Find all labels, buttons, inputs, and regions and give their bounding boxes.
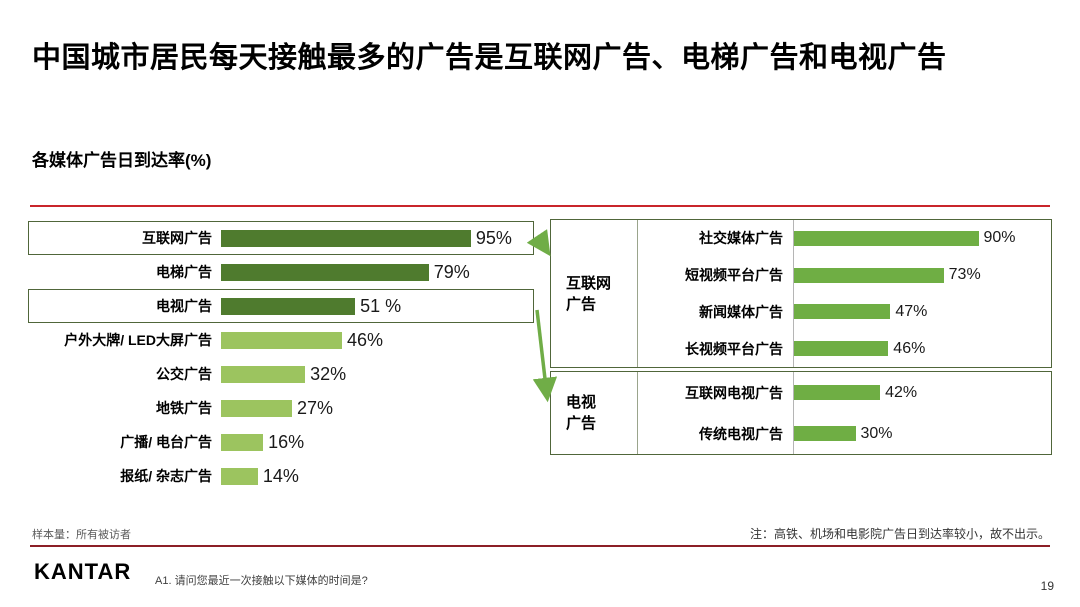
bar-row-long-video-ads: 长视频平台广告 46%: [638, 330, 1051, 367]
category-label: 电视广告: [156, 298, 212, 314]
breakdown-panel: 互联网 广告 社交媒体广告 90% 短视频平台广告 73%: [550, 219, 1052, 455]
bar-row-short-video-ads: 短视频平台广告 73%: [638, 256, 1051, 294]
sample-footnote: 样本量：所有被访者: [32, 529, 131, 541]
bar-track: 46%: [793, 330, 1051, 367]
bar-track: 47%: [793, 293, 1051, 331]
category-label: 长视频平台广告: [685, 340, 783, 357]
value-label: 30%: [860, 424, 893, 442]
value-label: 73%: [948, 266, 981, 284]
bar-row-outdoor-led-ads: 户外大牌/ LED大屏广告 46%: [28, 323, 534, 357]
bar-track: 79%: [221, 262, 533, 283]
category-label: 新闻媒体广告: [699, 303, 783, 320]
group-label-line: 广告: [566, 295, 597, 313]
bar-track: 16%: [221, 432, 533, 453]
value-label: 42%: [885, 383, 918, 401]
bar-row-bus-ads: 公交广告 32%: [28, 357, 534, 391]
value-label: 32%: [310, 363, 347, 384]
bar-track: 27%: [221, 398, 533, 419]
arrow-internet-icon: [526, 229, 551, 257]
group-label-line: 电视: [566, 394, 597, 411]
bar-track: 51 %: [221, 296, 533, 317]
internet-ads-group-box: 互联网 广告 社交媒体广告 90% 短视频平台广告 73%: [550, 219, 1052, 368]
bar-track: 42%: [793, 372, 1051, 413]
bar: [221, 331, 342, 349]
group-label-tv: 电视 广告: [551, 372, 637, 454]
bar: [221, 433, 264, 451]
group-divider: [637, 220, 638, 367]
survey-question-footnote: A1. 请问您最近一次接触以下媒体的时间是?: [155, 575, 368, 587]
media-reach-bar-chart: 互联网广告 95% 电梯广告 79% 电视广告 51 % 户外大牌/ LED大屏…: [28, 221, 534, 493]
page-number: 19: [1040, 579, 1054, 593]
bar-track: 95%: [221, 228, 533, 249]
bar: [221, 229, 471, 247]
bar: [794, 341, 889, 357]
value-label: 46%: [346, 329, 383, 350]
category-label: 地铁广告: [156, 400, 212, 416]
bar: [221, 365, 306, 383]
group-label-line: 广告: [566, 415, 597, 432]
category-label: 互联网电视广告: [685, 384, 783, 401]
category-label: 短视频平台广告: [685, 267, 783, 284]
arrow-tv-icon: [532, 309, 558, 403]
group-rows: 社交媒体广告 90% 短视频平台广告 73% 新闻媒体广告: [638, 220, 1051, 367]
bar: [221, 297, 356, 315]
group-label-internet: 互联网 广告: [551, 220, 637, 367]
kantar-logo: KANTAR: [34, 559, 132, 584]
bar: [794, 426, 856, 441]
tv-ads-group-box: 电视 广告 互联网电视广告 42% 传统电视广告 30%: [550, 371, 1052, 455]
bottom-divider-line: [30, 545, 1050, 547]
category-label: 报纸/ 杂志广告: [120, 468, 212, 484]
bar-row-news-media-ads: 新闻媒体广告 47%: [638, 293, 1051, 331]
value-label: 95%: [475, 227, 512, 248]
group-divider: [637, 372, 638, 454]
category-label: 公交广告: [156, 366, 212, 382]
category-label: 户外大牌/ LED大屏广告: [64, 332, 212, 348]
category-label: 传统电视广告: [699, 425, 783, 442]
bar-row-radio-ads: 广播/ 电台广告 16%: [28, 425, 534, 459]
bar-track: 30%: [793, 413, 1051, 454]
group-rows: 互联网电视广告 42% 传统电视广告 30%: [638, 372, 1051, 454]
bar: [221, 467, 258, 485]
bar-track: 46%: [221, 330, 533, 351]
bar: [794, 230, 979, 246]
bar-track: 73%: [793, 256, 1051, 294]
chart-subtitle: 各媒体广告日到达率(%): [32, 151, 212, 170]
value-label: 51 %: [360, 295, 402, 316]
value-label: 46%: [893, 339, 926, 357]
value-label: 27%: [297, 397, 334, 418]
value-label: 47%: [895, 302, 928, 320]
top-divider-line: [30, 205, 1050, 207]
bar-track: 90%: [793, 220, 1051, 257]
exclusion-footnote: 注：高铁、机场和电影院广告日到达率较小，故不出示。: [749, 527, 1050, 541]
bar-row-traditional-tv-ads: 传统电视广告 30%: [638, 413, 1051, 454]
value-label: 90%: [983, 229, 1016, 247]
value-label: 79%: [433, 261, 470, 282]
bar: [221, 263, 429, 281]
value-label: 16%: [268, 431, 305, 452]
category-label: 电梯广告: [156, 264, 212, 280]
page-title: 中国城市居民每天接触最多的广告是互联网广告、电梯广告和电视广告: [32, 42, 947, 74]
group-label-line: 互联网: [566, 274, 612, 292]
bar-row-elevator-ads: 电梯广告 79%: [28, 255, 534, 289]
bar-track: 32%: [221, 364, 533, 385]
bar-row-internet-ads: 互联网广告 95%: [28, 221, 534, 255]
bar-row-newspaper-ads: 报纸/ 杂志广告 14%: [28, 459, 534, 493]
bar-row-subway-ads: 地铁广告 27%: [28, 391, 534, 425]
bar: [794, 304, 891, 320]
value-label: 14%: [262, 465, 299, 486]
bar-row-internet-tv-ads: 互联网电视广告 42%: [638, 372, 1051, 413]
bar-row-tv-ads: 电视广告 51 %: [28, 289, 534, 323]
bar: [221, 399, 292, 417]
category-label: 互联网广告: [142, 230, 212, 246]
bar: [794, 385, 881, 400]
bar: [794, 267, 944, 283]
bar-row-social-media-ads: 社交媒体广告 90%: [638, 220, 1051, 257]
bar-track: 14%: [221, 466, 533, 487]
category-label: 社交媒体广告: [699, 230, 783, 247]
category-label: 广播/ 电台广告: [120, 434, 212, 450]
